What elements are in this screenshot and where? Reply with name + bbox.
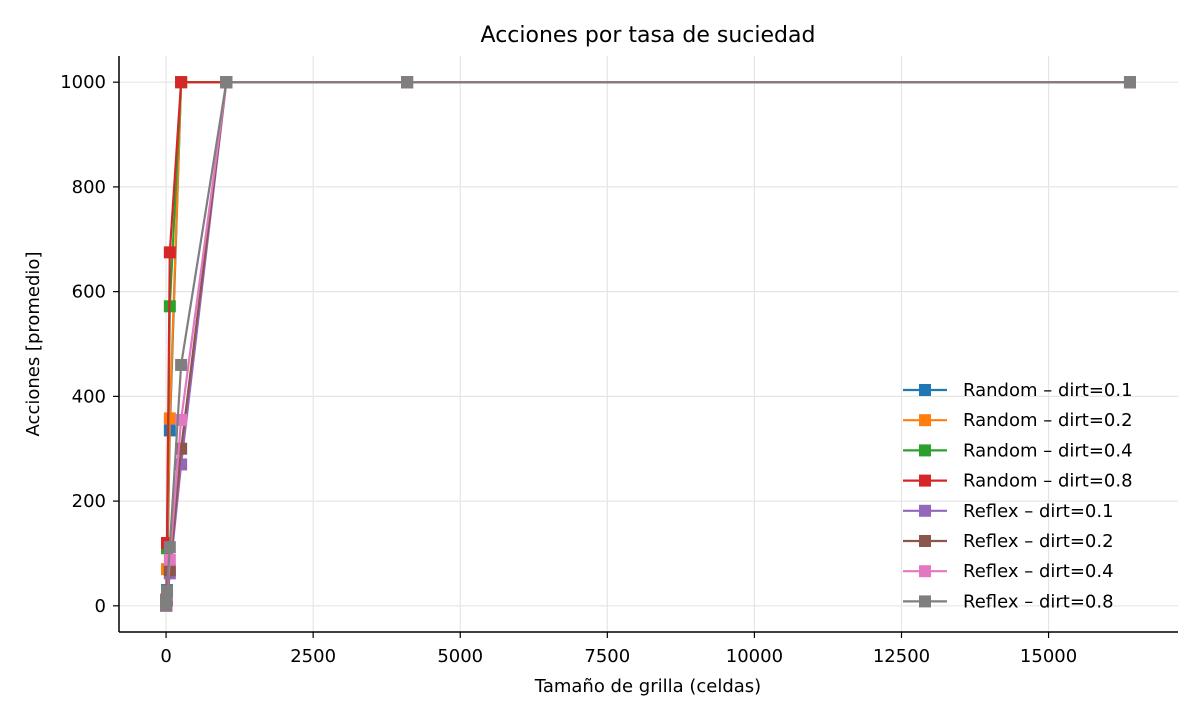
series-line — [165, 81, 1130, 606]
data-point — [220, 76, 233, 89]
y-axis-ticks: 0 200 400 600 800 1000 — [60, 72, 119, 617]
data-point — [160, 595, 173, 608]
x-tick-label: 10000 — [726, 646, 783, 667]
x-tick-label: 2500 — [290, 646, 336, 667]
series-line — [165, 81, 1130, 606]
y-tick-label: 200 — [72, 491, 106, 512]
y-tick-label: 0 — [95, 596, 106, 617]
legend-item: Random – dirt=0.2 — [903, 410, 1133, 431]
axes — [118, 56, 1178, 633]
legend-item: Reflex – dirt=0.1 — [903, 501, 1114, 522]
y-tick-label: 400 — [72, 386, 106, 407]
data-point — [175, 76, 188, 89]
y-axis-title: Acciones [promedio] — [23, 252, 44, 437]
series-8 — [160, 76, 1136, 612]
legend-item: Reflex – dirt=0.8 — [903, 591, 1114, 612]
x-axis-title: Tamaño de grilla (celdas) — [534, 676, 761, 697]
y-tick-label: 600 — [72, 282, 106, 303]
legend-marker — [919, 595, 931, 608]
legend-marker — [919, 384, 931, 396]
legend-label: Reflex – dirt=0.2 — [963, 531, 1114, 552]
data-point — [163, 541, 176, 554]
legend-marker — [919, 444, 931, 457]
legend-item: Reflex – dirt=0.4 — [903, 561, 1114, 582]
legend-item: Random – dirt=0.1 — [903, 380, 1133, 401]
chart-title: Acciones por tasa de suciedad — [481, 23, 816, 48]
x-tick-label: 0 — [160, 646, 171, 667]
y-tick-label: 1000 — [60, 72, 106, 93]
legend-label: Random – dirt=0.8 — [963, 471, 1133, 492]
series-line — [165, 81, 1130, 606]
legend-item: Random – dirt=0.8 — [903, 471, 1133, 492]
data-point — [401, 76, 414, 89]
legend-label: Random – dirt=0.2 — [963, 410, 1133, 431]
legend-label: Reflex – dirt=0.4 — [963, 561, 1114, 582]
data-point — [161, 585, 174, 598]
data-point — [175, 358, 188, 371]
data-point — [163, 246, 176, 259]
series-group — [160, 76, 1136, 612]
legend: Random – dirt=0.1 Random – dirt=0.2 Random… — [903, 380, 1133, 612]
legend-label: Random – dirt=0.1 — [963, 380, 1133, 401]
series-line — [165, 81, 1130, 606]
legend-marker — [919, 535, 931, 547]
legend-item: Random – dirt=0.4 — [903, 440, 1133, 461]
data-point — [163, 412, 176, 425]
legend-marker — [919, 504, 931, 517]
data-point — [1123, 76, 1136, 89]
x-tick-label: 12500 — [873, 646, 930, 667]
x-axis-ticks: 0 2500 5000 7500 10000 12500 15000 — [160, 632, 1077, 667]
y-tick-label: 800 — [72, 177, 106, 198]
x-tick-label: 5000 — [437, 646, 483, 667]
series-line — [165, 81, 1130, 606]
series-line — [165, 81, 1130, 606]
x-tick-label: 7500 — [584, 646, 630, 667]
legend-marker — [919, 565, 931, 578]
legend-marker — [919, 474, 931, 487]
legend-label: Reflex – dirt=0.1 — [963, 501, 1114, 522]
legend-label: Random – dirt=0.4 — [963, 440, 1133, 461]
legend-label: Reflex – dirt=0.8 — [963, 591, 1114, 612]
x-tick-label: 15000 — [1020, 646, 1077, 667]
legend-marker — [919, 414, 931, 427]
series-line — [165, 81, 1130, 606]
legend-item: Reflex – dirt=0.2 — [903, 531, 1114, 552]
series-line — [165, 81, 1130, 606]
